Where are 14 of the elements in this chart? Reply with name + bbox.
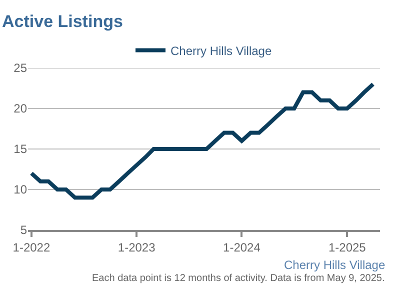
x-tick-label: 1-2024 bbox=[223, 240, 261, 254]
y-tick-label: 15 bbox=[14, 142, 28, 156]
chart-title: Active Listings bbox=[2, 12, 123, 31]
text: Cherry Hills Village bbox=[284, 258, 386, 272]
y-tick-label: 5 bbox=[20, 223, 28, 238]
x-tick-label: 1-2023 bbox=[118, 240, 156, 254]
y-tick-label: 20 bbox=[14, 102, 28, 116]
text: Each data point is 12 months of activity. Data is from May 9, 2025. bbox=[92, 273, 385, 284]
legend-label: Cherry Hills Village bbox=[170, 44, 272, 58]
x-tick-label: 1-2022 bbox=[12, 240, 50, 254]
x-tick-label: 1-2025 bbox=[328, 240, 366, 254]
y-tick-label: 25 bbox=[14, 61, 28, 76]
line-series bbox=[29, 82, 376, 200]
y-tick-label: 10 bbox=[14, 182, 28, 197]
